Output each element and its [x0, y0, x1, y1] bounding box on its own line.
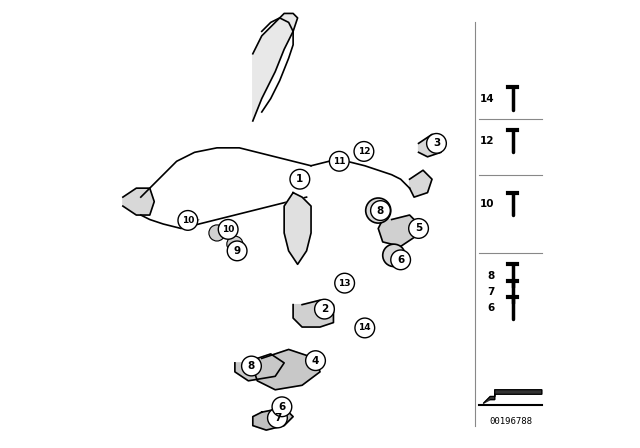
Text: 14: 14: [480, 94, 495, 103]
Circle shape: [306, 351, 325, 370]
Circle shape: [335, 273, 355, 293]
Text: 8: 8: [248, 361, 255, 371]
Text: 10: 10: [182, 216, 194, 225]
Polygon shape: [484, 390, 541, 403]
Text: 12: 12: [358, 147, 370, 156]
Circle shape: [354, 142, 374, 161]
Polygon shape: [253, 13, 298, 121]
Polygon shape: [284, 193, 311, 264]
Circle shape: [272, 397, 292, 417]
Circle shape: [290, 169, 310, 189]
Text: 2: 2: [321, 304, 328, 314]
Text: 12: 12: [480, 136, 495, 146]
Circle shape: [315, 299, 334, 319]
Circle shape: [355, 318, 374, 338]
Text: 1: 1: [296, 174, 303, 184]
Text: 6: 6: [278, 402, 285, 412]
Text: 3: 3: [433, 138, 440, 148]
Text: 6: 6: [488, 303, 495, 313]
Circle shape: [227, 236, 243, 252]
Circle shape: [383, 244, 405, 267]
Circle shape: [268, 408, 287, 428]
Circle shape: [178, 211, 198, 230]
Circle shape: [391, 250, 410, 270]
Text: 8: 8: [377, 206, 384, 215]
Text: 8: 8: [488, 271, 495, 280]
Text: 00196788: 00196788: [489, 417, 532, 426]
Text: 10: 10: [480, 199, 495, 209]
Circle shape: [209, 225, 225, 241]
Polygon shape: [410, 170, 432, 197]
Text: 7: 7: [487, 287, 495, 297]
Text: 6: 6: [397, 255, 404, 265]
Polygon shape: [334, 160, 344, 168]
Circle shape: [371, 201, 390, 220]
Polygon shape: [253, 349, 320, 390]
Text: 9: 9: [234, 246, 241, 256]
Circle shape: [242, 356, 261, 376]
Polygon shape: [235, 354, 284, 381]
Text: 10: 10: [222, 225, 234, 234]
Text: 5: 5: [415, 224, 422, 233]
Circle shape: [218, 220, 238, 239]
Circle shape: [232, 246, 243, 256]
Polygon shape: [419, 134, 441, 157]
Polygon shape: [293, 300, 333, 327]
Circle shape: [227, 241, 247, 261]
Text: 4: 4: [312, 356, 319, 366]
Polygon shape: [356, 146, 371, 155]
Circle shape: [365, 198, 391, 223]
Text: 7: 7: [274, 413, 281, 423]
Polygon shape: [123, 188, 154, 215]
Text: 14: 14: [358, 323, 371, 332]
Circle shape: [427, 134, 446, 153]
Text: 13: 13: [339, 279, 351, 288]
Circle shape: [330, 151, 349, 171]
Polygon shape: [253, 408, 293, 430]
Circle shape: [409, 219, 428, 238]
Polygon shape: [378, 215, 419, 246]
Text: 11: 11: [333, 157, 346, 166]
